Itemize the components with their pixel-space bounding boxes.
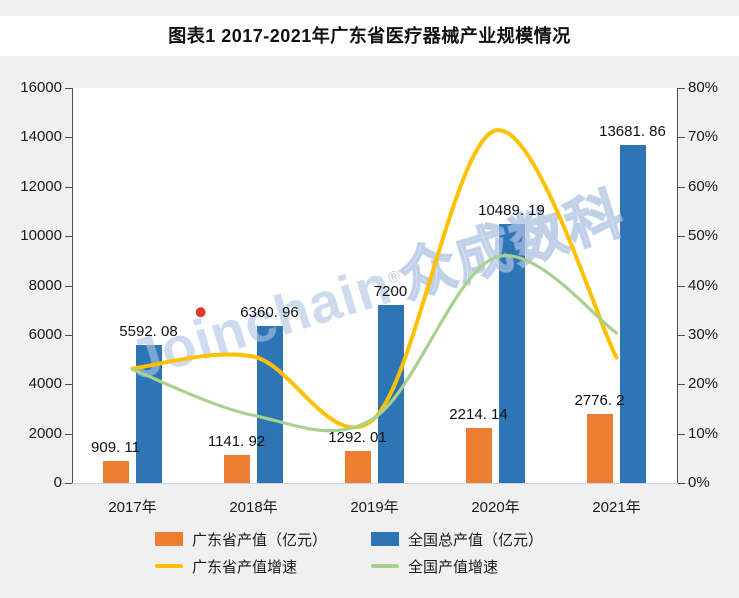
legend-label: 广东省产值（亿元） — [192, 531, 328, 549]
legend-item-national-growth: 全国产值增速 — [371, 556, 498, 576]
y-axis-label-left: 8000 — [28, 276, 62, 294]
y-axis-label-left: 0 — [53, 474, 62, 491]
y-axis-tick-right — [678, 384, 685, 386]
bar-orange — [465, 428, 492, 483]
y-axis-tick-left — [65, 236, 72, 238]
bar-orange — [586, 414, 613, 483]
y-axis-tick-right — [678, 285, 685, 287]
bar-value-label: 10489. 19 — [478, 202, 545, 220]
y-axis-tick-right — [678, 433, 685, 435]
y-axis-label-right: 10% — [688, 424, 719, 442]
bar-value-label: 909. 11 — [91, 438, 140, 456]
y-axis-label-right: 70% — [688, 128, 719, 146]
x-axis-line — [60, 483, 690, 484]
x-axis-label: 2019年 — [350, 499, 399, 516]
bar-orange — [344, 451, 371, 483]
y-axis-label-left: 6000 — [28, 325, 62, 343]
y-axis-label-right: 30% — [688, 325, 719, 343]
y-axis-label-left: 12000 — [20, 177, 62, 195]
bar-blue — [377, 305, 404, 483]
bar-value-label: 6360. 96 — [240, 303, 299, 321]
y-axis-tick-right — [678, 88, 685, 89]
y-axis-tick-right — [678, 137, 685, 139]
title-band: 图表1 2017-2021年广东省医疗器械产业规模情况 — [0, 16, 739, 56]
y-axis-label-left: 16000 — [20, 79, 62, 96]
x-axis-label: 2018年 — [229, 499, 278, 516]
chart-title: 图表1 2017-2021年广东省医疗器械产业规模情况 — [168, 26, 571, 46]
y-axis-tick-right — [678, 186, 685, 188]
y-axis-label-left: 10000 — [20, 227, 62, 245]
bar-blue — [135, 344, 162, 483]
bar-value-label: 13681. 86 — [599, 123, 666, 141]
bar-orange — [223, 454, 250, 483]
y-axis-tick-right — [678, 483, 685, 484]
bar-value-label: 2776. 2 — [574, 392, 625, 410]
legend-item-guangdong-output: 广东省产值（亿元） — [155, 529, 327, 549]
legend-item-national-output: 全国总产值（亿元） — [371, 529, 543, 549]
y-axis-label-left: 4000 — [28, 375, 62, 393]
y-axis-tick-left — [65, 433, 72, 435]
legend-label: 全国产值增速 — [408, 558, 499, 576]
legend-swatch-green-line — [371, 564, 399, 568]
right-axis-line — [677, 88, 678, 484]
y-axis-tick-left — [65, 483, 72, 484]
legend-label: 全国总产值（亿元） — [408, 531, 544, 549]
y-axis-tick-left — [65, 88, 72, 89]
legend-swatch-orange-bar — [155, 532, 183, 546]
bar-value-label: 7200 — [373, 283, 408, 301]
y-axis-label-left: 14000 — [20, 128, 62, 146]
y-axis-tick-right — [678, 334, 685, 336]
y-axis-label-right: 60% — [688, 177, 719, 195]
bar-orange — [102, 460, 129, 483]
y-axis-tick-left — [65, 137, 72, 139]
y-axis-label-left: 2000 — [28, 424, 62, 442]
bar-blue — [256, 325, 283, 483]
y-axis-label-right: 50% — [688, 227, 719, 245]
y-axis-label-right: 20% — [688, 375, 719, 393]
y-axis-tick-right — [678, 236, 685, 238]
legend-swatch-blue-bar — [371, 532, 399, 546]
y-axis-label-right: 80% — [688, 79, 719, 96]
legend-item-guangdong-growth: 广东省产值增速 — [155, 556, 297, 576]
y-axis-tick-left — [65, 384, 72, 386]
legend-label: 广东省产值增速 — [192, 558, 298, 576]
legend-swatch-yellow-line — [155, 564, 183, 568]
bar-value-label: 5592. 08 — [119, 322, 178, 340]
bar-blue — [498, 224, 525, 483]
x-axis-label: 2021年 — [592, 499, 641, 516]
y-axis-tick-left — [65, 285, 72, 287]
y-axis-tick-left — [65, 186, 72, 188]
bar-blue — [619, 145, 646, 483]
y-axis-label-right: 0% — [688, 474, 710, 491]
y-axis-tick-left — [65, 334, 72, 336]
bar-value-label: 1141. 92 — [207, 432, 266, 450]
x-axis-label: 2017年 — [108, 499, 157, 516]
y-axis-label-right: 40% — [688, 276, 719, 294]
bar-value-label: 1292. 01 — [328, 429, 387, 447]
left-axis-line — [72, 88, 73, 484]
x-axis-label: 2020年 — [471, 499, 520, 516]
